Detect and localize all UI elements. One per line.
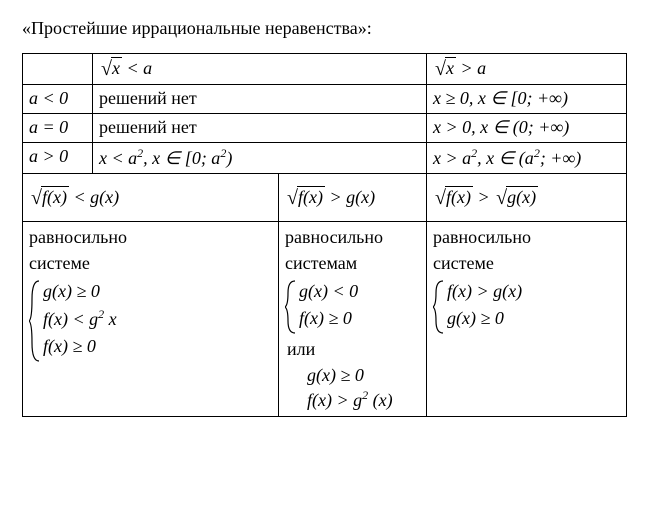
table-row: f(x) < g(x) f(x) > g(x) f(x) > g(x) — [23, 174, 627, 222]
brace-icon — [433, 279, 445, 335]
table-row: a = 0 решений нет x > 0, x ∈ (0; +∞) — [23, 114, 627, 143]
brace-icon — [285, 279, 297, 335]
system-line: f(x) > g2 (x) — [285, 387, 420, 412]
system-line: f(x) > g(x) — [447, 279, 620, 303]
system-line: g(x) < 0 — [299, 279, 420, 303]
cell-header2-2: f(x) > g(x) — [279, 174, 427, 222]
cell-system-1: равносильно системе g(x) ≥ 0 f(x) < g2 x… — [23, 222, 279, 417]
system-line: g(x) ≥ 0 — [43, 279, 272, 303]
cell-lt: решений нет — [93, 114, 427, 143]
system-line: g(x) ≥ 0 — [447, 306, 620, 330]
cell-gt: x > a2, x ∈ (a2; +∞) — [427, 143, 627, 174]
cell-system-3: равносильно системе f(x) > g(x) g(x) ≥ 0 — [427, 222, 627, 417]
page-title: «Простейшие иррациональные неравенства»: — [22, 18, 634, 39]
cell-blank — [23, 54, 93, 85]
table-row: равносильно системе g(x) ≥ 0 f(x) < g2 x… — [23, 222, 627, 417]
inequality-table: x < a x > a a < 0 решений нет x ≥ 0, x ∈… — [22, 53, 627, 417]
cell-gt: x > 0, x ∈ (0; +∞) — [427, 114, 627, 143]
system-line: f(x) ≥ 0 — [299, 306, 420, 330]
cell-lt: x < a2, x ∈ [0; a2) — [93, 143, 427, 174]
table-row: a > 0 x < a2, x ∈ [0; a2) x > a2, x ∈ (a… — [23, 143, 627, 174]
or-label: или — [287, 337, 420, 361]
cell-header-gt: x > a — [427, 54, 627, 85]
cell-system-2: равносильно системам g(x) < 0 f(x) ≥ 0 и… — [279, 222, 427, 417]
equiv-label: равносильно — [29, 225, 272, 249]
table-row: a < 0 решений нет x ≥ 0, x ∈ [0; +∞) — [23, 85, 627, 114]
brace-icon — [29, 279, 41, 363]
equiv-label: равносильно — [433, 225, 620, 249]
table-row: x < a x > a — [23, 54, 627, 85]
system-line: f(x) < g2 x — [43, 306, 272, 331]
equiv-label: системе — [29, 251, 272, 275]
system-line: f(x) ≥ 0 — [43, 334, 272, 358]
equiv-label: системе — [433, 251, 620, 275]
cell-header2-3: f(x) > g(x) — [427, 174, 627, 222]
cell-cond: a < 0 — [23, 85, 93, 114]
cell-header-lt: x < a — [93, 54, 427, 85]
cell-cond: a > 0 — [23, 143, 93, 174]
cell-gt: x ≥ 0, x ∈ [0; +∞) — [427, 85, 627, 114]
cell-lt: решений нет — [93, 85, 427, 114]
equiv-label: равносильно — [285, 225, 420, 249]
cell-header2-1: f(x) < g(x) — [23, 174, 279, 222]
cell-cond: a = 0 — [23, 114, 93, 143]
system-line: g(x) ≥ 0 — [285, 363, 420, 387]
equiv-label: системам — [285, 251, 420, 275]
